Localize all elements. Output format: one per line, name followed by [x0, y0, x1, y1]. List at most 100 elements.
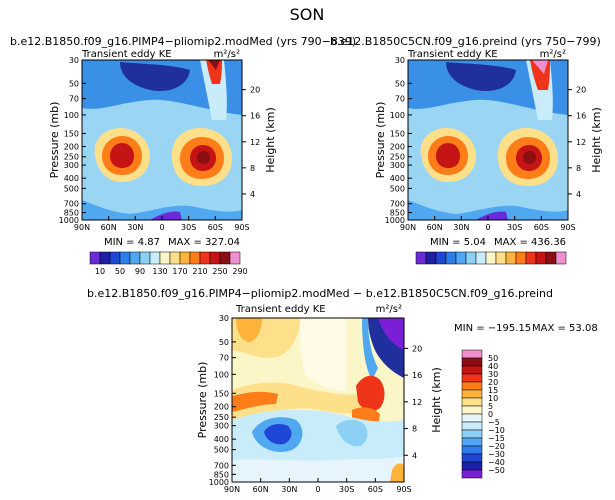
x-tick-label: 30N [281, 485, 297, 494]
x-tick-label: 60N [427, 223, 443, 232]
p3-surface-orange [390, 463, 404, 482]
abs-colorbar-swatch [545, 251, 557, 265]
panel-2-subtitle-left: Transient eddy KE [407, 49, 498, 60]
height-tick-label: 16 [250, 112, 260, 121]
height-tick-label: 12 [250, 138, 260, 147]
y-tick-label: 850 [390, 209, 405, 218]
diff-colorbar-label: −50 [488, 466, 505, 475]
abs-colorbar-label: 250 [212, 267, 227, 276]
abs-colorbar-swatch [525, 251, 537, 265]
p3-polar-blue-edge [362, 318, 378, 380]
abs-colorbar-swatch [485, 251, 497, 265]
height-tick-label: 12 [412, 398, 422, 407]
p3-tropics-pale [300, 318, 346, 392]
diff-colorbar-swatch [461, 469, 483, 479]
x-tick-label: 60N [253, 485, 269, 494]
diff-colorbar-swatch [461, 373, 483, 383]
y-tick-label: 250 [64, 153, 79, 162]
y-tick-label: 100 [390, 111, 405, 120]
y-tick-label: 700 [390, 200, 405, 209]
y-tick-label: 150 [64, 129, 79, 138]
panel-1-ylabel-right: Height (km) [264, 107, 277, 173]
p3-sh-blue [336, 419, 368, 447]
panel-1-max-label: MAX = 327.04 [168, 237, 240, 248]
abs-colorbar-swatch [415, 251, 427, 265]
y-tick-label: 70 [219, 354, 229, 363]
abs-colorbar-swatch [169, 251, 181, 265]
panel-2: b.e12.B1850C5CN.f09_g16.preind (yrs 750−… [330, 35, 603, 248]
diff-colorbar-label: 50 [488, 354, 498, 363]
panel-2-plot: 90N 60N 30N 0 30S 60S 90S 30 50 70 100 150 20025030… [385, 56, 587, 232]
abs-colorbar-swatch [159, 251, 171, 265]
x-tick-label: 0 [485, 223, 490, 232]
y-tick-label: 200 [390, 143, 405, 152]
p1-sh-jet-max [197, 151, 210, 164]
p2-sh-jet-max [523, 151, 536, 164]
p2-surface [408, 200, 568, 220]
diff-colorbar-swatch [461, 421, 483, 431]
diff-colorbar-swatch [461, 453, 483, 463]
abs-colorbar: 10 50 90 130 170 210 250 290 [89, 251, 567, 276]
x-tick-label: 60S [534, 223, 549, 232]
diff-colorbar-label: −20 [488, 442, 505, 451]
panel-1-min-label: MIN = 4.87 [104, 237, 160, 248]
y-tick-label: 30 [395, 56, 405, 65]
panel-2-max-label: MAX = 436.36 [494, 237, 566, 248]
panel-1-x-ticks: 90N 60N 30N 0 30S 60S 90S [74, 216, 250, 232]
height-tick-label: 4 [576, 190, 581, 199]
abs-colorbar-swatch [555, 251, 567, 265]
abs-colorbar-swatch [199, 251, 211, 265]
height-tick-label: 8 [412, 425, 417, 434]
diff-colorbar-label: 15 [488, 386, 498, 395]
abs-colorbar-swatch [425, 251, 437, 265]
y-tick-label: 50 [219, 338, 229, 347]
abs-colorbar-swatch [435, 251, 447, 265]
y-tick-label: 1000 [209, 478, 229, 487]
diff-colorbar-label: 20 [488, 378, 498, 387]
diff-colorbar-swatch [461, 365, 483, 375]
abs-colorbar-swatch [109, 251, 121, 265]
p2-surface-dark [476, 211, 508, 220]
abs-colorbar-swatch [515, 251, 527, 265]
y-tick-label: 30 [219, 314, 229, 323]
diff-colorbar-label: 5 [488, 402, 493, 411]
panel-3-ylabel: Pressure (mb) [196, 362, 209, 439]
panel-2-subtitle-right: m²/s² [540, 49, 566, 60]
p1-surface-dark [150, 211, 182, 220]
x-tick-label: 0 [315, 485, 320, 494]
abs-colorbar-swatch [495, 251, 507, 265]
y-tick-label: 500 [390, 184, 405, 193]
y-tick-label: 1000 [59, 216, 79, 225]
x-tick-label: 90S [560, 223, 575, 232]
p3-polar-purple [378, 318, 404, 350]
diff-colorbar-swatch [461, 397, 483, 407]
y-tick-label: 700 [64, 200, 79, 209]
y-tick-label: 150 [390, 129, 405, 138]
y-tick-label: 400 [390, 174, 405, 183]
y-tick-label: 1000 [385, 216, 405, 225]
panel-2-min-label: MIN = 5.04 [430, 237, 486, 248]
x-tick-label: 60S [208, 223, 223, 232]
p1-polar-jet-core [206, 60, 222, 84]
height-tick-label: 8 [576, 164, 581, 173]
y-tick-label: 500 [214, 446, 229, 455]
abs-colorbar-label: 90 [135, 267, 145, 276]
diff-colorbar-label: −40 [488, 458, 505, 467]
panel-1-subtitle-left: Transient eddy KE [81, 49, 172, 60]
p3-jet-band-yellow [232, 382, 380, 420]
p2-nh-jet-core [436, 143, 460, 168]
diff-colorbar-label: −10 [488, 426, 505, 435]
abs-colorbar-swatch [475, 251, 487, 265]
panel-2-ylabel: Pressure (mb) [374, 102, 387, 179]
x-tick-label: 90N [74, 223, 90, 232]
p3-surface-pale [232, 456, 404, 482]
p1-strat-dark [120, 62, 190, 92]
panel-2-field [408, 60, 568, 220]
diff-colorbar-label: 30 [488, 370, 498, 379]
height-tick-label: 12 [576, 138, 586, 147]
abs-colorbar-swatch [445, 251, 457, 265]
diff-colorbar-label: 10 [488, 394, 498, 403]
x-tick-label: 30S [339, 485, 354, 494]
